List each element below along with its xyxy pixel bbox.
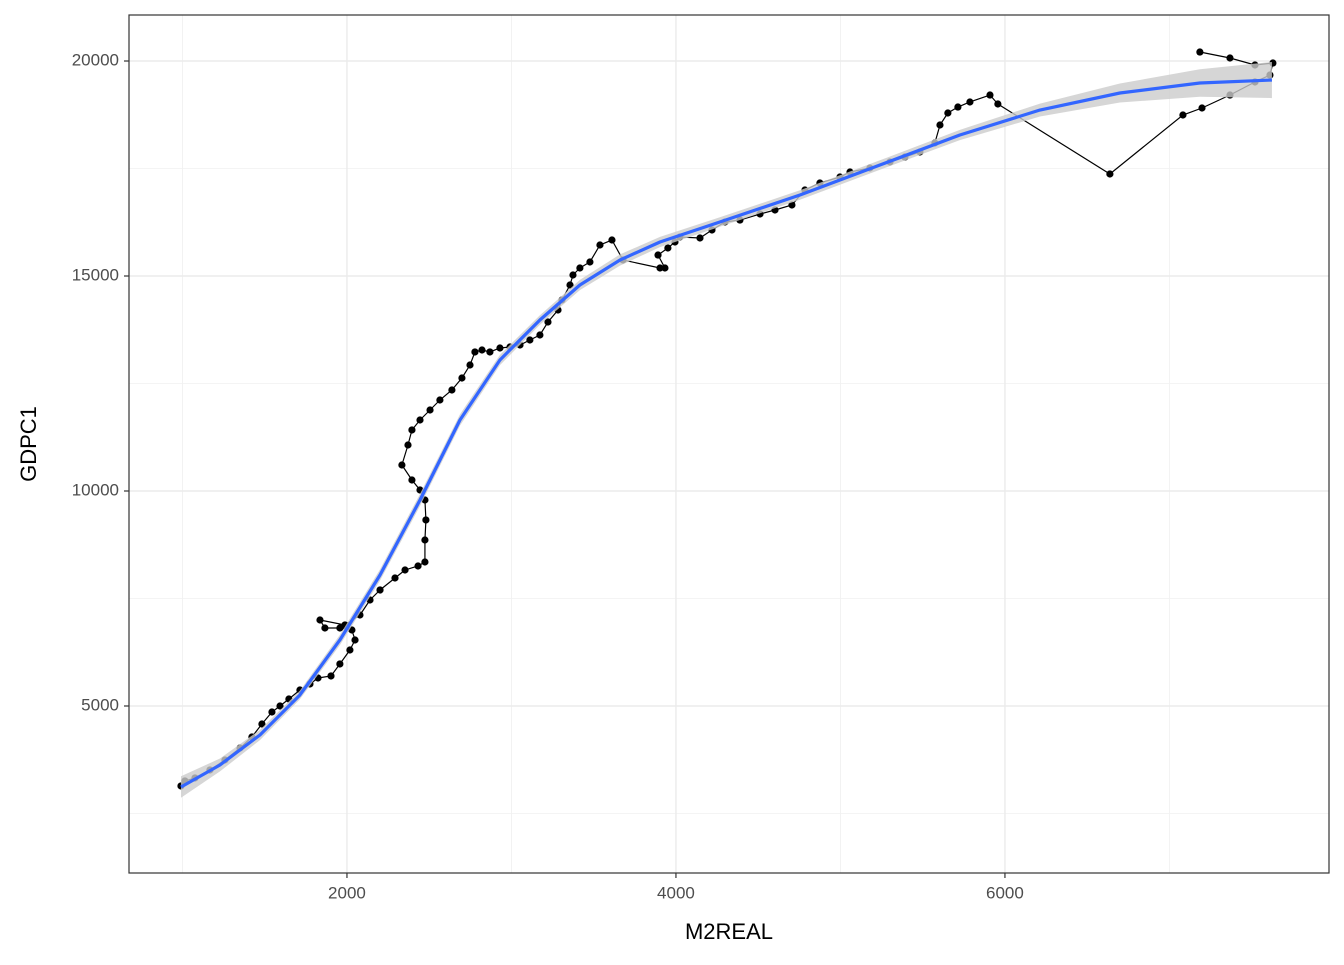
- point: [316, 616, 324, 624]
- plot-area: [177, 48, 1277, 798]
- point: [566, 281, 574, 289]
- point: [471, 348, 479, 356]
- point: [327, 672, 335, 680]
- point: [544, 318, 552, 326]
- point: [536, 331, 544, 339]
- point: [586, 258, 594, 266]
- point: [944, 109, 952, 117]
- point: [966, 98, 974, 106]
- point: [936, 121, 944, 129]
- point: [426, 406, 434, 414]
- point: [336, 660, 344, 668]
- point: [596, 241, 604, 249]
- y-tick-label: 10000: [72, 480, 119, 499]
- point: [478, 346, 486, 354]
- point: [436, 396, 444, 404]
- point: [421, 536, 429, 544]
- point: [569, 271, 577, 279]
- point: [986, 91, 994, 99]
- point: [1179, 111, 1187, 119]
- y-tick-label: 20000: [72, 50, 119, 69]
- point: [346, 646, 354, 654]
- point: [486, 348, 494, 356]
- point: [954, 103, 962, 111]
- point: [608, 236, 616, 244]
- point: [376, 586, 384, 594]
- y-tick-label: 15000: [72, 265, 119, 284]
- point: [466, 361, 474, 369]
- point: [391, 574, 399, 582]
- point: [422, 516, 430, 524]
- grid: [129, 15, 1329, 873]
- point: [421, 558, 429, 566]
- axes: 2000 4000 6000 5000 10000 15000 20000: [72, 50, 1024, 902]
- point: [526, 336, 534, 344]
- point: [661, 264, 669, 272]
- point: [496, 344, 504, 352]
- point: [1198, 104, 1206, 112]
- point: [1226, 54, 1234, 62]
- point: [404, 441, 412, 449]
- point: [994, 100, 1002, 108]
- point: [258, 720, 266, 728]
- x-axis-title: M2REAL: [685, 919, 773, 944]
- point: [276, 702, 284, 710]
- point: [408, 476, 416, 484]
- panel-border: [128, 14, 1330, 874]
- point: [408, 426, 416, 434]
- point: [656, 264, 664, 272]
- point: [268, 708, 276, 716]
- x-tick-label: 2000: [328, 883, 366, 902]
- smooth-line: [180, 78, 1272, 789]
- point: [448, 386, 456, 394]
- point: [401, 566, 409, 574]
- point: [788, 201, 796, 209]
- point: [654, 251, 662, 259]
- point: [458, 374, 466, 382]
- point: [321, 624, 329, 632]
- point: [664, 244, 672, 252]
- y-axis-title: GDPC1: [16, 406, 41, 482]
- point: [351, 636, 359, 644]
- y-tick-label: 5000: [81, 695, 119, 714]
- point: [696, 234, 704, 242]
- x-tick-label: 4000: [657, 883, 695, 902]
- point: [1196, 48, 1204, 56]
- point: [398, 461, 406, 469]
- point: [414, 562, 422, 570]
- point: [576, 264, 584, 272]
- point: [416, 416, 424, 424]
- x-tick-label: 6000: [986, 883, 1024, 902]
- point: [1106, 170, 1114, 178]
